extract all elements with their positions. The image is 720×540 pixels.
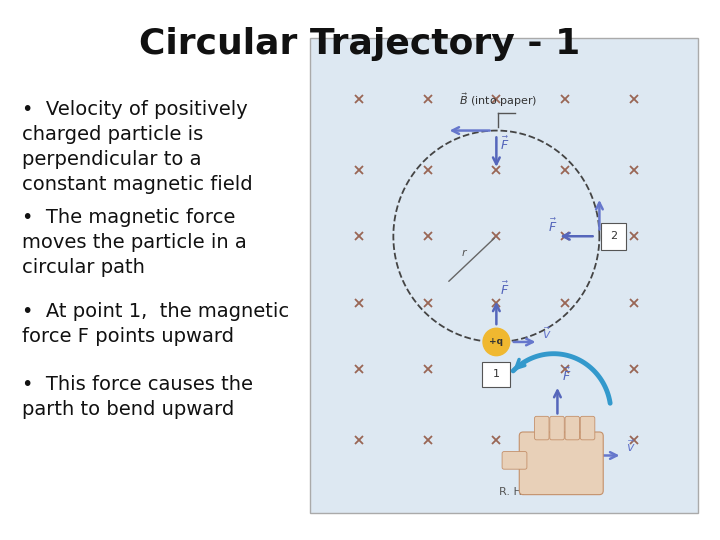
Text: 2: 2 [610,231,617,241]
Text: $\vec{F}$: $\vec{F}$ [500,136,510,153]
Text: $\vec{B}$ (into paper): $\vec{B}$ (into paper) [459,91,537,109]
Text: $\vec{v}$: $\vec{v}$ [542,327,552,342]
Text: •  The magnetic force
moves the particle in a
circular path: • The magnetic force moves the particle … [22,208,246,277]
Text: r: r [462,248,467,258]
Text: +q: +q [490,338,503,347]
Text: R. H.: R. H. [498,487,525,497]
FancyBboxPatch shape [519,432,603,495]
FancyBboxPatch shape [310,38,698,513]
FancyBboxPatch shape [565,416,580,440]
FancyBboxPatch shape [550,416,564,440]
Text: •  Velocity of positively
charged particle is
perpendicular to a
constant magnet: • Velocity of positively charged particl… [22,100,252,194]
FancyBboxPatch shape [534,416,549,440]
Text: $\vec{v}$: $\vec{v}$ [626,440,636,455]
FancyBboxPatch shape [482,362,510,387]
FancyBboxPatch shape [502,451,527,469]
Text: Circular Trajectory - 1: Circular Trajectory - 1 [140,27,580,61]
Text: 1: 1 [493,369,500,379]
FancyBboxPatch shape [580,416,595,440]
Text: $\vec{F}$: $\vec{F}$ [500,281,510,298]
Text: $\vec{F}$: $\vec{F}$ [562,367,572,384]
Text: •  At point 1,  the magnetic
force F points upward: • At point 1, the magnetic force F point… [22,302,289,346]
Text: •  This force causes the
parth to bend upward: • This force causes the parth to bend up… [22,375,253,419]
FancyBboxPatch shape [601,222,626,250]
Circle shape [483,328,510,356]
Text: $\vec{F}$: $\vec{F}$ [548,218,557,235]
